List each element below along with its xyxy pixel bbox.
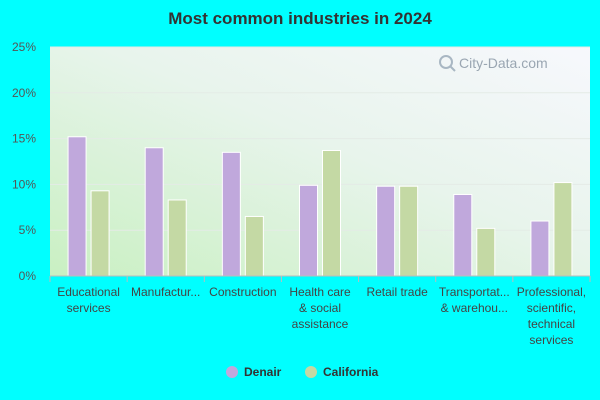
x-tick-label-line: technical [528,317,575,331]
watermark: City-Data.com [439,55,548,72]
legend-label-california: California [323,365,379,379]
x-tick-label-line: assistance [292,317,349,331]
plot-area [50,47,590,276]
legend: Denair California [226,365,379,379]
legend-swatch-california [305,366,317,378]
x-tick-label-line: Transportat... [439,285,510,299]
x-tick-label-line: Educational [57,285,120,299]
x-tick-label: Transportat... & warehou... [439,285,510,315]
bar-denair [530,220,550,277]
bar-denair [299,184,318,277]
x-tick-label: Manufactur... [131,285,200,299]
x-tick-label-line: & warehou... [441,301,508,315]
x-tick-label: Retail trade [366,285,428,299]
y-axis-ticks: 0% 5% 10% 15% 20% 25% [12,40,36,283]
bar-denair [144,147,164,277]
y-tick-label: 5% [19,223,37,237]
bar-denair [67,136,87,277]
x-tick-label-line: Retail trade [366,285,428,299]
x-tick-label-line: services [67,301,111,315]
y-tick-label: 10% [12,177,36,191]
bar-california [399,185,419,277]
bar-california [322,150,341,277]
bar-california [476,227,496,277]
x-tick-label-line: & social [299,301,341,315]
y-tick-label: 25% [12,40,36,54]
magnifier-handle [449,65,456,72]
y-tick-label: 20% [12,86,36,100]
x-tick-label-line: Professional, [517,285,586,299]
magnifier-icon [439,55,453,69]
bar-california [167,199,187,277]
bar-california [244,215,264,277]
chart-title: Most common industries in 2024 [168,9,432,28]
bar-california [90,190,110,277]
bars [67,136,573,277]
x-tick-label-line: Manufactur... [131,285,200,299]
x-tick-label: Health care & social assistance [289,285,351,331]
x-tick-label: Educational services [57,285,120,315]
bar-california [553,182,573,277]
y-tick-label: 15% [12,132,36,146]
x-axis-labels: Educational services Manufactur... Construc… [49,276,591,347]
legend-label-denair: Denair [244,365,282,379]
x-tick-label-line: scientific, [527,301,576,315]
x-tick-label-line: Health care [289,285,351,299]
x-tick-label-line: Construction [209,285,276,299]
x-tick-label-line: services [529,333,573,347]
x-tick-label: Construction [209,285,276,299]
y-tick-label: 0% [19,269,37,283]
watermark-text: City-Data.com [459,55,548,71]
x-tick-label: Professional, scientific, technical service… [517,285,586,347]
grid-lines [50,46,590,231]
bar-denair [453,193,473,277]
legend-swatch-denair [226,366,238,378]
bar-denair [376,185,396,277]
bar-denair [221,151,241,277]
